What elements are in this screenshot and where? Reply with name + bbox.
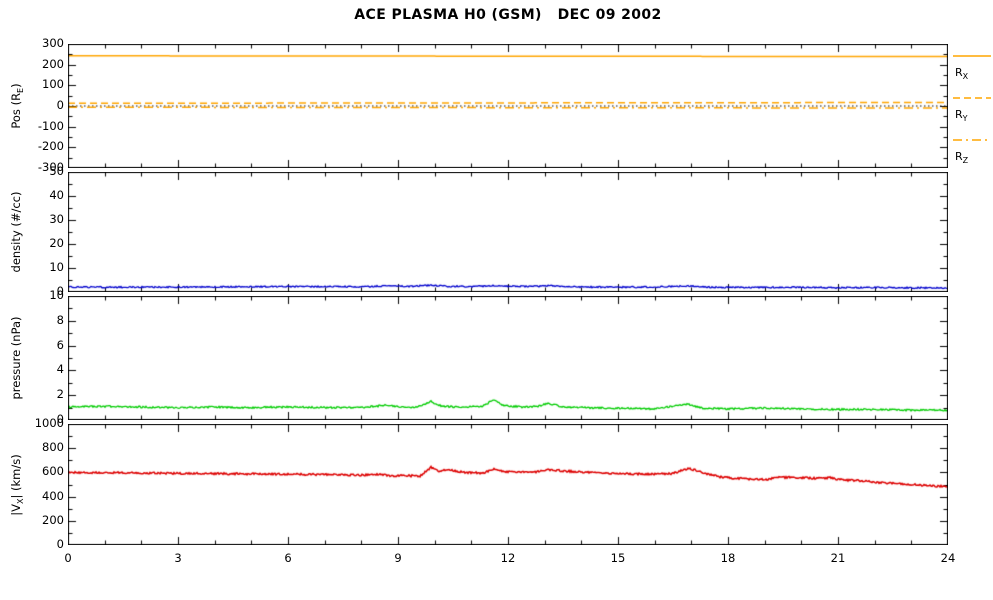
y-tick-label: 0 <box>56 284 64 298</box>
legend: RX RY RZ <box>952 46 993 186</box>
x-tick-label: 15 <box>610 551 626 565</box>
y-tick-label: 100 <box>42 77 64 92</box>
x-tick-label: 12 <box>500 551 516 565</box>
panel-speed <box>68 424 948 545</box>
y-tick-label: 10 <box>49 288 64 302</box>
x-tick-label: 21 <box>830 551 846 565</box>
y-tick-label: 300 <box>42 36 64 50</box>
y-tick-label: 0 <box>56 412 64 426</box>
legend-line-sample <box>953 97 991 99</box>
y-tick-label: -300 <box>37 160 64 174</box>
y-tick-label: 30 <box>49 212 64 226</box>
y-axis-title: pressure (nPa) <box>4 296 30 420</box>
y-tick-label: 200 <box>42 512 64 527</box>
y-tick-label: 20 <box>49 236 64 250</box>
panel-position <box>68 44 948 168</box>
y-tick-label: 10 <box>49 260 64 274</box>
y-tick-label: 6 <box>56 337 64 352</box>
x-tick-label: 24 <box>940 551 956 565</box>
legend-label: RX <box>955 66 969 82</box>
y-tick-label: -200 <box>37 139 64 154</box>
panel-density-plot <box>68 172 948 292</box>
legend-line-sample <box>953 55 991 57</box>
y-tick-label: 800 <box>42 440 64 455</box>
legend-label: RZ <box>955 150 969 166</box>
y-tick-label: 1000 <box>34 416 64 430</box>
y-axis-title: Pos (RE) <box>4 44 30 168</box>
y-tick-label: 8 <box>56 312 64 327</box>
x-tick-label: 9 <box>394 551 402 565</box>
y-tick-label: 50 <box>49 164 64 178</box>
y-axis-title: |VX| (km/s) <box>4 424 30 545</box>
y-tick-label: 2 <box>56 387 64 402</box>
panel-position-plot <box>68 44 948 168</box>
x-tick-label: 18 <box>720 551 736 565</box>
y-tick-label: 40 <box>49 188 64 202</box>
y-tick-label: 400 <box>42 488 64 503</box>
legend-entry-RZ: RZ <box>952 130 993 165</box>
y-tick-label: 600 <box>42 464 64 479</box>
y-tick-label: 0 <box>56 98 64 112</box>
y-tick-label: 200 <box>42 56 64 71</box>
y-tick-label: -100 <box>37 118 64 133</box>
y-axis-title-text: density (#/cc) <box>8 191 23 273</box>
x-tick-label: 6 <box>284 551 292 565</box>
panel-density <box>68 172 948 292</box>
panel-pressure-plot <box>68 296 948 420</box>
y-axis-title-text: |VX| (km/s) <box>8 453 26 516</box>
x-tick-label: 3 <box>174 551 182 565</box>
panel-pressure <box>68 296 948 420</box>
x-tick-label: 0 <box>64 551 72 565</box>
legend-label: RY <box>955 108 968 124</box>
y-tick-label: 4 <box>56 362 64 377</box>
y-axis-title-text: pressure (nPa) <box>8 316 23 400</box>
panel-speed-plot <box>68 424 948 545</box>
legend-entry-RX: RX <box>952 46 993 81</box>
legend-line-sample <box>953 139 991 141</box>
legend-entry-RY: RY <box>952 88 993 123</box>
y-axis-title: density (#/cc) <box>4 172 30 292</box>
y-axis-title-text: Pos (RE) <box>8 83 26 129</box>
chart-title: ACE PLASMA H0 (GSM) DEC 09 2002 <box>354 7 662 23</box>
y-tick-label: 0 <box>56 537 64 551</box>
